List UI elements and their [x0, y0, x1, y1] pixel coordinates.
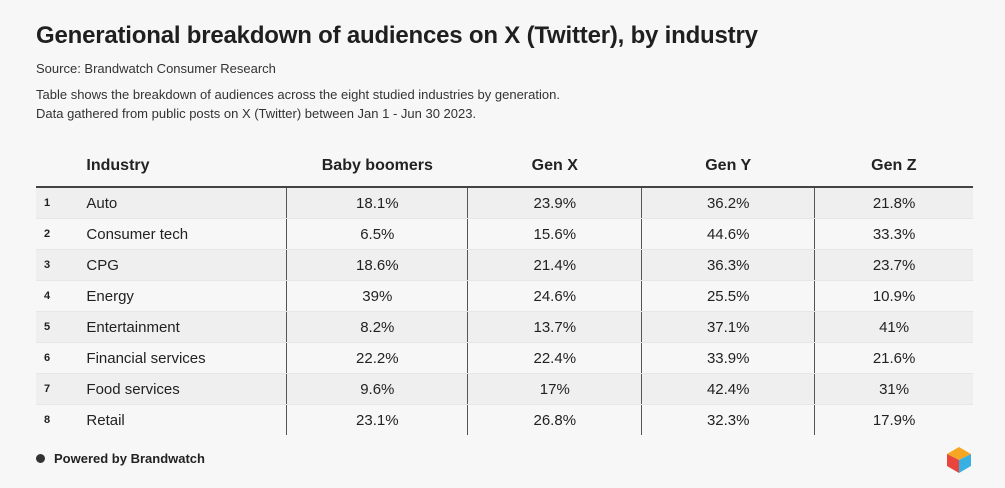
value-cell-gen-y: 32.3%	[641, 404, 815, 435]
value-cell-baby-boomers: 23.1%	[286, 404, 468, 435]
value-cell-gen-x: 17%	[467, 373, 642, 405]
value-cell-gen-x: 23.9%	[467, 187, 642, 219]
value-cell-gen-x: 24.6%	[467, 280, 642, 312]
table-row: 7 Food services 9.6% 17% 42.4% 31%	[36, 373, 973, 405]
value-cell-gen-z: 41%	[814, 311, 973, 343]
value-cell-gen-y: 44.6%	[641, 218, 815, 250]
value-cell-gen-x: 15.6%	[467, 218, 642, 250]
industry-cell: Consumer tech	[72, 218, 288, 250]
description: Table shows the breakdown of audiences a…	[36, 85, 560, 123]
row-number: 2	[36, 218, 73, 250]
value-cell-gen-x: 22.4%	[467, 342, 642, 374]
value-cell-gen-y: 36.2%	[641, 187, 815, 219]
row-number: 1	[36, 187, 73, 219]
brandwatch-logo-icon	[947, 447, 971, 473]
column-header-gen-z: Gen Z	[814, 146, 973, 188]
description-line: Table shows the breakdown of audiences a…	[36, 87, 560, 102]
value-cell-gen-x: 21.4%	[467, 249, 642, 281]
value-cell-gen-z: 21.6%	[814, 342, 973, 374]
value-cell-baby-boomers: 18.6%	[286, 249, 468, 281]
value-cell-gen-z: 17.9%	[814, 404, 973, 435]
value-cell-baby-boomers: 8.2%	[286, 311, 468, 343]
value-cell-gen-y: 36.3%	[641, 249, 815, 281]
value-cell-gen-x: 26.8%	[467, 404, 642, 435]
row-number: 5	[36, 311, 73, 343]
logo-top-face	[947, 447, 971, 460]
table-row: 4 Energy 39% 24.6% 25.5% 10.9%	[36, 280, 973, 312]
value-cell-gen-y: 37.1%	[641, 311, 815, 343]
row-number: 8	[36, 404, 73, 435]
source-note: Source: Brandwatch Consumer Research	[36, 61, 276, 76]
value-cell-baby-boomers: 6.5%	[286, 218, 468, 250]
row-number: 6	[36, 342, 73, 374]
row-number: 4	[36, 280, 73, 312]
industry-cell: Auto	[72, 187, 288, 219]
value-cell-gen-z: 10.9%	[814, 280, 973, 312]
value-cell-gen-z: 23.7%	[814, 249, 973, 281]
bullet-dot-icon	[36, 454, 45, 463]
row-number-header	[36, 146, 73, 188]
table-body: 1 Auto 18.1% 23.9% 36.2% 21.8% 2 Consumer tech 6…	[36, 187, 973, 435]
industry-cell: Energy	[72, 280, 288, 312]
value-cell-gen-x: 13.7%	[467, 311, 642, 343]
table-row: 8 Retail 23.1% 26.8% 32.3% 17.9%	[36, 404, 973, 435]
value-cell-baby-boomers: 18.1%	[286, 187, 468, 219]
industry-cell: Food services	[72, 373, 288, 405]
table-row: 3 CPG 18.6% 21.4% 36.3% 23.7%	[36, 249, 973, 281]
powered-by-label: Powered by Brandwatch	[54, 451, 205, 466]
value-cell-gen-z: 21.8%	[814, 187, 973, 219]
value-cell-baby-boomers: 39%	[286, 280, 468, 312]
value-cell-gen-z: 31%	[814, 373, 973, 405]
value-cell-gen-z: 33.3%	[814, 218, 973, 250]
column-header-baby-boomers: Baby boomers	[286, 146, 468, 188]
table-row: 1 Auto 18.1% 23.9% 36.2% 21.8%	[36, 187, 973, 219]
chart-title: Generational breakdown of audiences on X…	[36, 22, 758, 49]
column-header-gen-y: Gen Y	[641, 146, 815, 188]
table-row: 2 Consumer tech 6.5% 15.6% 44.6% 33.3%	[36, 218, 973, 250]
industry-cell: Entertainment	[72, 311, 288, 343]
table-row: 5 Entertainment 8.2% 13.7% 37.1% 41%	[36, 311, 973, 343]
row-number: 3	[36, 249, 73, 281]
logo-right-face	[959, 454, 971, 473]
value-cell-gen-y: 42.4%	[641, 373, 815, 405]
row-number: 7	[36, 373, 73, 405]
value-cell-gen-y: 25.5%	[641, 280, 815, 312]
column-header-gen-x: Gen X	[467, 146, 642, 188]
industry-cell: Retail	[72, 404, 288, 435]
footer: Powered by Brandwatch	[36, 451, 205, 466]
industry-cell: Financial services	[72, 342, 288, 374]
description-line: Data gathered from public posts on X (Tw…	[36, 106, 477, 121]
logo-left-face	[947, 454, 959, 473]
table-header-row: Industry Baby boomers Gen X Gen Y Gen Z	[36, 146, 973, 188]
column-header-industry: Industry	[72, 146, 287, 188]
value-cell-baby-boomers: 9.6%	[286, 373, 468, 405]
value-cell-gen-y: 33.9%	[641, 342, 815, 374]
industry-cell: CPG	[72, 249, 288, 281]
data-table: Industry Baby boomers Gen X Gen Y Gen Z …	[36, 146, 973, 435]
table-row: 6 Financial services 22.2% 22.4% 33.9% 21.6%	[36, 342, 973, 374]
value-cell-baby-boomers: 22.2%	[286, 342, 468, 374]
